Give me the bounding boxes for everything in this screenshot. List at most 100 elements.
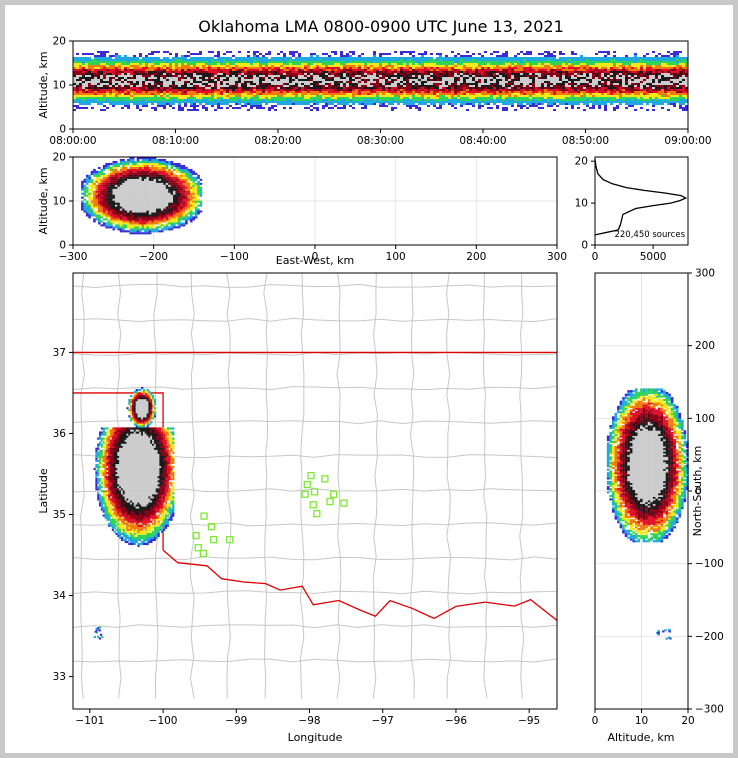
altitude-time-cell (493, 75, 496, 77)
altitude-time-cell (250, 107, 253, 109)
altitude-time-cell (256, 81, 259, 83)
altitude-time-cell (94, 71, 97, 73)
altitude-time-cell (172, 97, 175, 99)
altitude-time-cell (88, 57, 91, 59)
altitude-time-cell (133, 89, 136, 91)
altitude-time-cell (199, 57, 202, 59)
altitude-time-cell (409, 81, 412, 83)
altitude-time-cell (295, 97, 298, 99)
altitude-time-cell (520, 67, 523, 69)
altitude-time-cell (451, 57, 454, 59)
altitude-time-cell (604, 101, 607, 103)
altitude-time-cell (541, 75, 544, 77)
altitude-time-cell (298, 81, 301, 83)
altitude-time-cell (373, 77, 376, 79)
altitude-time-cell (244, 89, 247, 91)
altitude-time-cell (394, 97, 397, 99)
altitude-time-cell (199, 97, 202, 99)
altitude-time-cell (622, 97, 625, 99)
altitude-time-cell (589, 59, 592, 61)
altitude-time-cell (520, 75, 523, 77)
altitude-time-cell (451, 67, 454, 69)
altitude-time-cell (643, 101, 646, 103)
altitude-time-cell (133, 65, 136, 67)
altitude-time-cell (340, 93, 343, 95)
altitude-time-cell (241, 83, 244, 85)
altitude-time-cell (319, 77, 322, 79)
altitude-time-cell (571, 51, 574, 53)
altitude-time-cell (139, 69, 142, 71)
altitude-time-cell (118, 55, 121, 57)
altitude-time-cell (430, 81, 433, 83)
altitude-time-cell (163, 87, 166, 89)
altitude-time-cell (280, 51, 283, 53)
altitude-time-cell (445, 67, 448, 69)
altitude-time-cell (103, 71, 106, 73)
altitude-time-cell (541, 57, 544, 59)
altitude-time-cell (181, 73, 184, 75)
altitude-time-cell (268, 71, 271, 73)
altitude-time-cell (223, 97, 226, 99)
altitude-time-cell (139, 67, 142, 69)
altitude-time-cell (583, 59, 586, 61)
altitude-time-cell (586, 101, 589, 103)
altitude-time-cell (616, 101, 619, 103)
altitude-time-cell (148, 95, 151, 97)
altitude-time-cell (565, 83, 568, 85)
altitude-time-cell (289, 77, 292, 79)
altitude-time-cell (517, 93, 520, 95)
altitude-time-cell (88, 73, 91, 75)
altitude-time-cell (436, 67, 439, 69)
altitude-time-cell (133, 55, 136, 57)
altitude-time-cell (172, 89, 175, 91)
altitude-time-cell (457, 57, 460, 59)
altitude-time-cell (562, 81, 565, 83)
altitude-time-cell (229, 71, 232, 73)
altitude-time-cell (592, 73, 595, 75)
altitude-time-cell (619, 65, 622, 67)
altitude-time-cell (352, 61, 355, 63)
altitude-time-cell (313, 63, 316, 65)
altitude-time-cell (274, 105, 277, 107)
altitude-time-cell (475, 101, 478, 103)
altitude-time-cell (364, 83, 367, 85)
altitude-time-cell (403, 51, 406, 53)
altitude-time-cell (148, 73, 151, 75)
altitude-time-cell (268, 67, 271, 69)
altitude-time-cell (283, 53, 286, 55)
altitude-time-cell (463, 97, 466, 99)
altitude-time-cell (298, 59, 301, 61)
altitude-time-cell (403, 67, 406, 69)
altitude-time-cell (166, 71, 169, 73)
altitude-time-cell (418, 61, 421, 63)
altitude-time-cell (523, 79, 526, 81)
altitude-time-cell (529, 87, 532, 89)
altitude-time-cell (574, 73, 577, 75)
altitude-time-cell (613, 99, 616, 101)
altitude-time-cell (439, 69, 442, 71)
altitude-time-cell (310, 91, 313, 93)
altitude-time-cell (514, 89, 517, 91)
altitude-time-cell (112, 81, 115, 83)
altitude-time-cell (514, 77, 517, 79)
altitude-time-cell (586, 95, 589, 97)
altitude-time-cell (610, 69, 613, 71)
altitude-time-cell (607, 79, 610, 81)
altitude-time-cell (295, 81, 298, 83)
altitude-time-cell (394, 67, 397, 69)
altitude-time-cell (508, 91, 511, 93)
altitude-time-cell (226, 75, 229, 77)
altitude-time-cell (424, 97, 427, 99)
altitude-time-cell (511, 95, 514, 97)
altitude-time-cell (88, 91, 91, 93)
altitude-time-cell (250, 69, 253, 71)
altitude-time-cell (394, 101, 397, 103)
altitude-time-cell (643, 57, 646, 59)
altitude-time-cell (145, 89, 148, 91)
altitude-time-cell (571, 91, 574, 93)
altitude-time-cell (274, 99, 277, 101)
altitude-time-cell (154, 83, 157, 85)
altitude-time-cell (553, 89, 556, 91)
altitude-time-cell (298, 53, 301, 55)
altitude-time-cell (502, 65, 505, 67)
